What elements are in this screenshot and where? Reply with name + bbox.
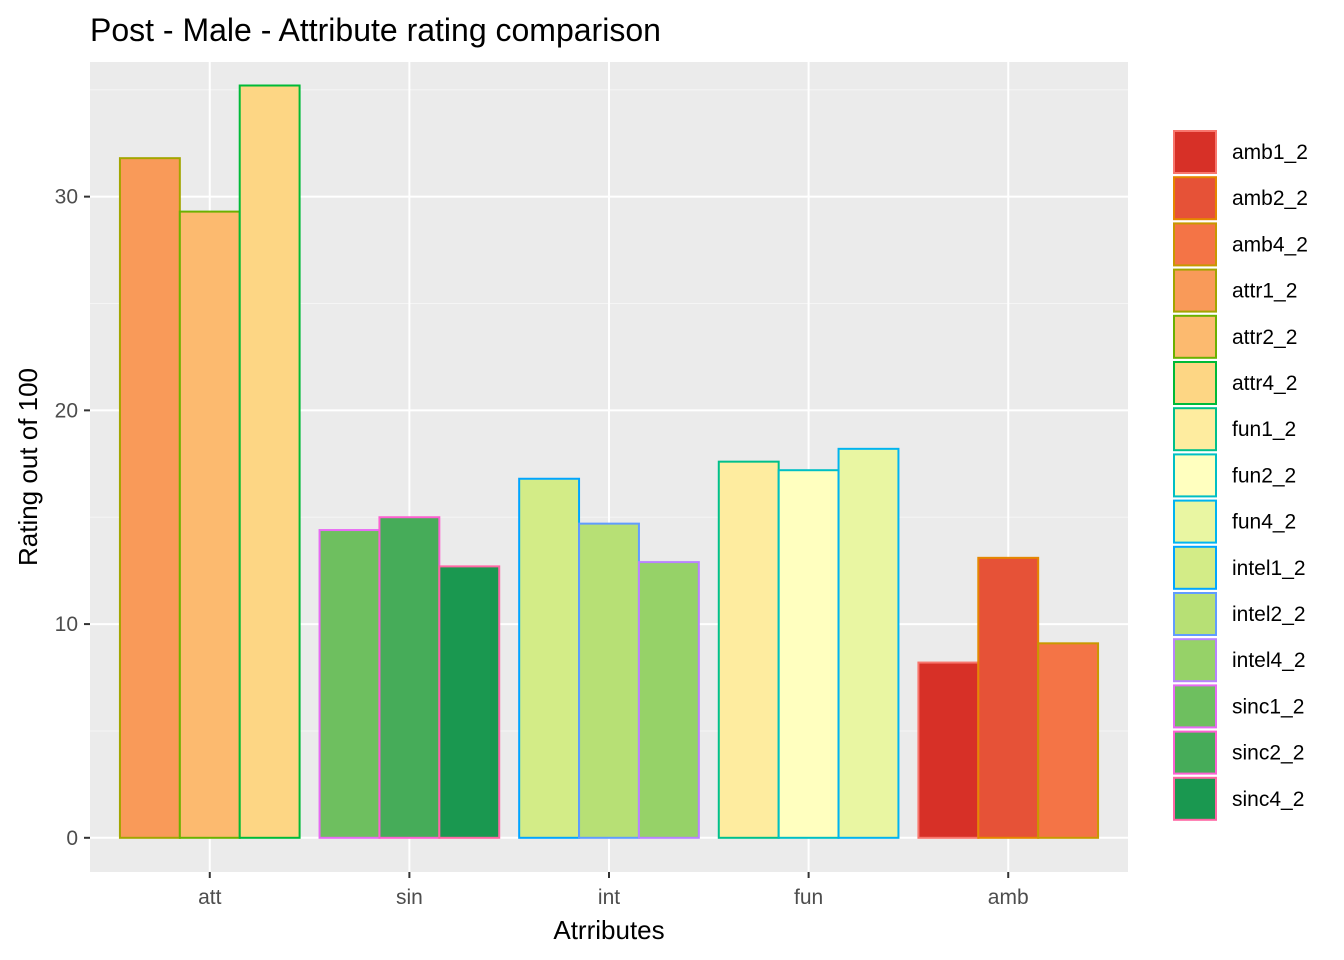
bar-intel2_2 bbox=[578, 522, 640, 839]
legend-label: intel4_2 bbox=[1232, 649, 1306, 672]
bar-sinc1_2 bbox=[318, 529, 381, 839]
legend-key-fun4_2 bbox=[1173, 499, 1217, 544]
bar-amb1_2 bbox=[917, 661, 980, 839]
legend-key-fun2_2 bbox=[1173, 453, 1217, 498]
legend-label: sinc2_2 bbox=[1232, 742, 1304, 765]
legend-key-amb2_2 bbox=[1173, 176, 1217, 221]
y-axis: 0 10 20 30 bbox=[55, 186, 90, 850]
legend-label: attr1_2 bbox=[1232, 280, 1297, 303]
legend-label: fun2_2 bbox=[1232, 464, 1296, 487]
bar-amb2_2 bbox=[977, 556, 1040, 839]
legend-label: attr2_2 bbox=[1232, 326, 1297, 349]
legend-key-attr4_2 bbox=[1173, 361, 1217, 405]
bar-fun1_2 bbox=[717, 460, 780, 839]
bar-fun2_2 bbox=[777, 469, 840, 839]
bar-attr1_2 bbox=[118, 157, 181, 839]
legend-label: amb4_2 bbox=[1232, 233, 1308, 256]
bar-sinc2_2 bbox=[378, 516, 441, 839]
y-axis-title: Rating out of 100 bbox=[13, 368, 43, 566]
legend-key-intel2_2 bbox=[1173, 592, 1217, 636]
bar-attr4_2 bbox=[238, 84, 301, 839]
bar-sinc4_2 bbox=[438, 565, 501, 839]
bars bbox=[118, 84, 1100, 839]
y-tick-label: 0 bbox=[66, 827, 78, 850]
legend-key-intel1_2 bbox=[1173, 545, 1217, 590]
y-tick-label: 30 bbox=[55, 186, 78, 209]
legend-label: amb2_2 bbox=[1232, 187, 1308, 210]
legend-label: fun4_2 bbox=[1232, 511, 1296, 534]
chart-title: Post - Male - Attribute rating compariso… bbox=[90, 12, 661, 48]
legend-key-amb4_2 bbox=[1173, 222, 1217, 267]
legend-key-sinc1_2 bbox=[1173, 684, 1217, 729]
legend-label: sinc1_2 bbox=[1232, 695, 1304, 718]
x-tick-label: int bbox=[598, 886, 620, 909]
bar-intel1_2 bbox=[518, 477, 581, 839]
bar-amb4_2 bbox=[1037, 642, 1100, 839]
y-tick-label: 20 bbox=[55, 399, 78, 422]
bar-intel4_2 bbox=[637, 561, 700, 839]
bar-attr2_2 bbox=[178, 210, 241, 839]
legend-label: attr4_2 bbox=[1232, 372, 1297, 395]
legend-key-fun1_2 bbox=[1173, 407, 1217, 452]
legend-label: fun1_2 bbox=[1232, 418, 1296, 441]
legend-label: amb1_2 bbox=[1232, 141, 1308, 164]
x-tick-label: sin bbox=[396, 886, 423, 909]
legend-label: sinc4_2 bbox=[1232, 788, 1304, 811]
x-axis: att sin int fun amb bbox=[198, 872, 1029, 909]
legend-key-sinc4_2 bbox=[1173, 776, 1217, 821]
legend-key-intel4_2 bbox=[1173, 638, 1217, 683]
bar-fun4_2 bbox=[837, 447, 900, 839]
legend-label: intel1_2 bbox=[1232, 557, 1306, 580]
legend-key-sinc2_2 bbox=[1173, 730, 1217, 775]
legend-key-attr2_2 bbox=[1173, 314, 1217, 359]
legend-key-attr1_2 bbox=[1173, 268, 1217, 313]
x-tick-label: att bbox=[198, 886, 222, 909]
legend-key-amb1_2 bbox=[1173, 130, 1217, 174]
x-axis-title: Atrributes bbox=[553, 915, 664, 945]
legend: amb1_2 amb2_2 amb4_2 attr1_2 attr2_2 attr4_2f… bbox=[1173, 130, 1308, 821]
x-tick-label: amb bbox=[988, 886, 1029, 909]
legend-label: intel2_2 bbox=[1232, 603, 1306, 626]
x-tick-label: fun bbox=[794, 886, 823, 909]
y-tick-label: 10 bbox=[55, 613, 78, 636]
